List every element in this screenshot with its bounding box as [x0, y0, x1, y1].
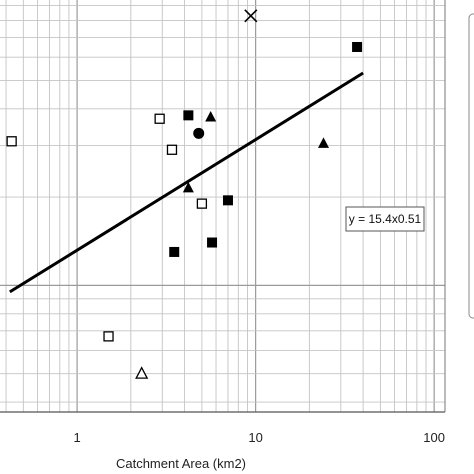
filled-square-point	[169, 246, 180, 257]
open-square-point	[166, 144, 178, 155]
filled-triangle-point	[182, 181, 194, 193]
filled-triangle-point	[318, 137, 330, 148]
chart-labels: 1 10 100 Catchment Area (km2) y = 15.4x0.51	[73, 206, 445, 471]
data-points	[6, 9, 363, 379]
chart-grid	[0, 0, 445, 412]
filled-square-point	[222, 195, 233, 206]
filled-square-point	[352, 41, 363, 52]
trendline-equation: y = 15.4x0.51	[349, 212, 422, 226]
x-tick-label: 100	[423, 430, 445, 445]
legend-area	[468, 13, 474, 319]
x-marker-point	[244, 9, 258, 23]
chart-axes	[0, 0, 446, 413]
trendline	[9, 71, 364, 294]
open-square-point	[196, 198, 208, 209]
open-square-point	[6, 136, 17, 147]
legend-box	[468, 13, 474, 319]
x-tick-label: 1	[73, 430, 80, 445]
x-tick-label: 10	[248, 430, 262, 445]
open-square-point	[154, 113, 165, 124]
open-triangle-point	[135, 366, 149, 379]
filled-square-point	[183, 110, 194, 121]
open-square-point	[103, 331, 114, 342]
filled-circle-point	[193, 127, 205, 139]
trendline-equation-box	[345, 206, 425, 232]
filled-triangle-point	[205, 111, 217, 122]
filled-square-point	[207, 237, 218, 248]
x-axis-title: Catchment Area (km2)	[116, 456, 246, 471]
trendline-group	[9, 71, 364, 294]
